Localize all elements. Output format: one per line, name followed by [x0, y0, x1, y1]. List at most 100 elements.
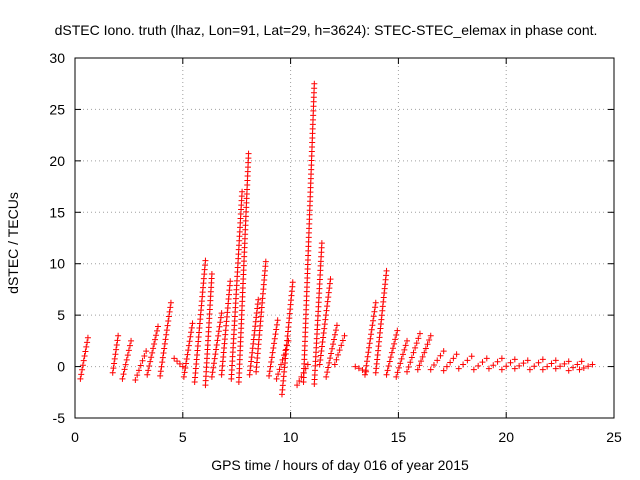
data-point — [113, 341, 120, 348]
data-point — [123, 356, 130, 363]
data-point — [574, 361, 581, 368]
data-point — [121, 366, 128, 373]
data-point — [363, 362, 370, 369]
data-point — [153, 332, 160, 339]
data-point — [249, 349, 256, 356]
data-point — [155, 323, 162, 330]
data-point — [421, 349, 428, 356]
data-point — [404, 337, 411, 344]
data-point — [394, 327, 401, 334]
data-point — [294, 382, 301, 389]
data-point — [267, 363, 274, 370]
data-point — [83, 343, 90, 350]
data-point — [184, 351, 191, 358]
data-point — [362, 367, 369, 374]
data-point — [335, 351, 342, 358]
data-point — [149, 349, 156, 356]
data-point — [372, 299, 379, 306]
data-point — [367, 335, 374, 342]
y-tick-label: 10 — [49, 256, 65, 272]
data-point — [321, 321, 328, 328]
data-point — [273, 326, 280, 333]
data-point — [162, 336, 169, 343]
data-point — [181, 369, 188, 376]
data-point — [322, 316, 329, 323]
data-point — [126, 342, 133, 349]
data-point — [163, 327, 170, 334]
x-tick-label: 25 — [606, 429, 622, 445]
data-point — [120, 371, 127, 378]
data-point — [111, 355, 118, 362]
data-point — [393, 373, 400, 380]
data-point — [427, 366, 434, 373]
data-point — [455, 365, 462, 372]
data-point — [318, 343, 325, 350]
data-point — [115, 332, 122, 339]
data-point — [179, 363, 186, 370]
data-point — [434, 357, 441, 364]
data-point — [494, 358, 501, 365]
data-point — [276, 366, 283, 373]
data-point — [217, 314, 224, 321]
data-point — [273, 321, 280, 328]
data-point — [426, 336, 433, 343]
data-point — [216, 323, 223, 330]
data-point — [165, 313, 172, 320]
data-point — [328, 350, 335, 357]
data-point — [124, 352, 131, 359]
data-point — [275, 371, 282, 378]
data-point — [552, 365, 559, 372]
data-point — [152, 336, 159, 343]
data-point — [416, 362, 423, 369]
data-point — [296, 377, 303, 384]
data-point — [134, 372, 141, 379]
data-point — [539, 356, 546, 363]
data-point — [271, 340, 278, 347]
data-point — [278, 361, 285, 368]
data-point — [114, 337, 121, 344]
data-point — [319, 339, 326, 346]
x-tick-label: 5 — [179, 429, 187, 445]
data-point — [157, 372, 164, 379]
data-point — [144, 371, 151, 378]
data-point — [402, 342, 409, 349]
data-point — [470, 366, 477, 373]
data-point — [507, 359, 514, 366]
data-point — [388, 349, 395, 356]
data-point — [585, 363, 592, 370]
data-point — [341, 332, 348, 339]
data-point — [180, 373, 187, 380]
data-point — [355, 365, 362, 372]
data-point — [84, 334, 91, 341]
y-tick-label: 25 — [49, 101, 65, 117]
data-point — [418, 358, 425, 365]
data-point — [405, 363, 412, 370]
data-point — [251, 327, 258, 334]
data-point — [331, 361, 338, 368]
data-point — [202, 257, 209, 264]
data-point — [415, 335, 422, 342]
data-point — [524, 357, 531, 364]
data-point — [372, 304, 379, 311]
data-point — [365, 349, 372, 356]
data-point — [385, 362, 392, 369]
data-point — [394, 369, 401, 376]
data-point — [154, 327, 161, 334]
data-point — [333, 322, 340, 329]
x-axis-label: GPS time / hours of day 016 of year 2015 — [211, 457, 469, 473]
data-point — [404, 368, 411, 375]
data-point — [135, 367, 142, 374]
data-point — [77, 375, 84, 382]
data-point — [215, 328, 222, 335]
data-point — [490, 362, 497, 369]
data-point — [187, 333, 194, 340]
data-point — [250, 336, 257, 343]
data-point — [81, 353, 88, 360]
data-point — [147, 358, 154, 365]
data-point — [410, 349, 417, 356]
data-point — [414, 366, 421, 373]
data-point — [392, 336, 399, 343]
data-point — [369, 322, 376, 329]
data-point — [146, 363, 153, 370]
